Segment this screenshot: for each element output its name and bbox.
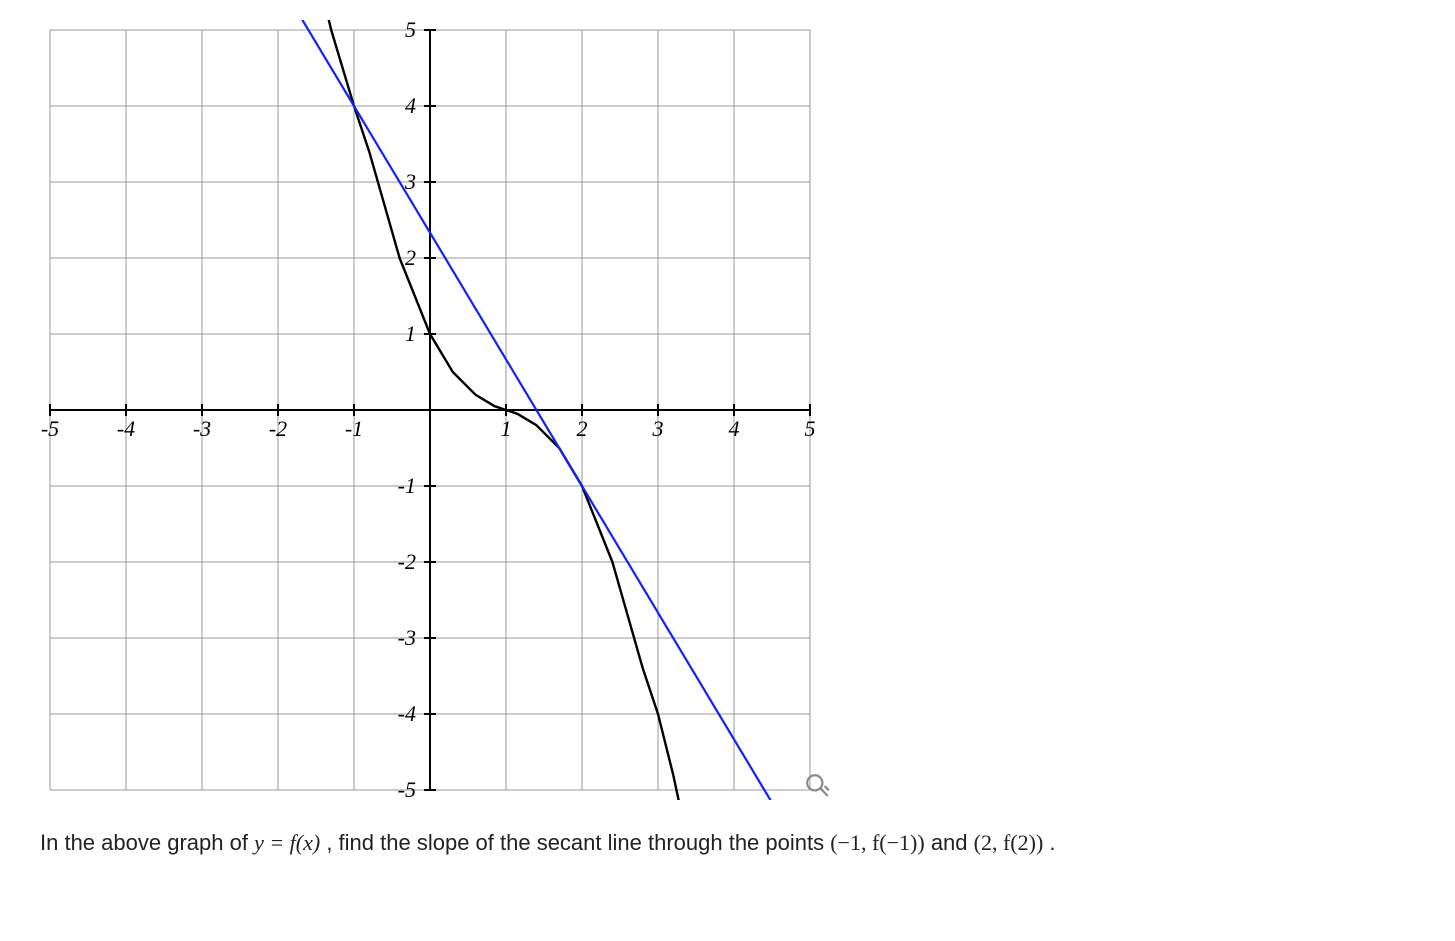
magnifier-icon[interactable] <box>804 772 830 798</box>
svg-text:-1: -1 <box>345 416 363 441</box>
svg-text:-2: -2 <box>269 416 287 441</box>
svg-text:-5: -5 <box>41 416 59 441</box>
chart-svg: -5-4-3-2-112345-5-4-3-2-112345 <box>40 20 820 800</box>
question-text: In the above graph of y = f(x) , find th… <box>40 828 1240 858</box>
svg-text:-5: -5 <box>398 777 416 800</box>
svg-text:2: 2 <box>405 245 416 270</box>
q-p1: (−1, f(−1)) <box>830 830 924 855</box>
q-mid: , find the slope of the secant line thro… <box>326 830 830 855</box>
svg-text:5: 5 <box>405 20 416 42</box>
svg-text:5: 5 <box>805 416 816 441</box>
q-end: . <box>1049 830 1055 855</box>
svg-text:1: 1 <box>405 321 416 346</box>
q-and: and <box>931 830 974 855</box>
q-p2: (2, f(2)) <box>974 830 1044 855</box>
svg-text:-3: -3 <box>193 416 211 441</box>
svg-text:-4: -4 <box>398 701 416 726</box>
svg-text:-1: -1 <box>398 473 416 498</box>
svg-text:4: 4 <box>729 416 740 441</box>
svg-text:4: 4 <box>405 93 416 118</box>
chart-area: -5-4-3-2-112345-5-4-3-2-112345 <box>40 20 840 810</box>
svg-text:1: 1 <box>501 416 512 441</box>
svg-text:-2: -2 <box>398 549 416 574</box>
svg-text:-4: -4 <box>117 416 135 441</box>
q-eq: y = f(x) <box>254 830 320 855</box>
q-prefix: In the above graph of <box>40 830 254 855</box>
svg-text:2: 2 <box>577 416 588 441</box>
svg-text:3: 3 <box>652 416 664 441</box>
svg-text:-3: -3 <box>398 625 416 650</box>
